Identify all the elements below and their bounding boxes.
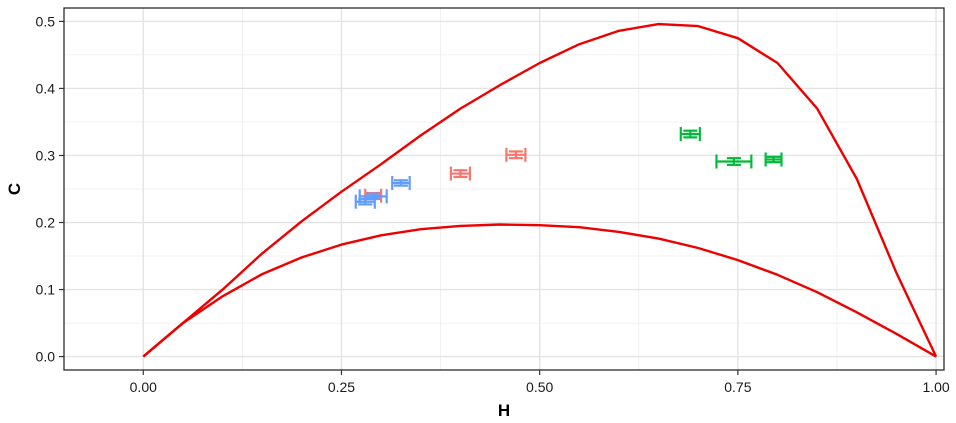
complexity-bounds xyxy=(142,22,938,358)
data-point xyxy=(715,154,753,169)
x-tick-label: 0.75 xyxy=(724,379,751,395)
y-tick-label: 0.1 xyxy=(36,282,56,298)
grid-minor xyxy=(64,8,944,370)
data-point xyxy=(391,175,411,190)
axis-ticks: 0.00 0.25 0.50 0.75 1.00 0.0 0.1 0.2 0.3 0.4 0.5 xyxy=(36,13,950,395)
data-point xyxy=(358,189,388,204)
y-tick-label: 0.5 xyxy=(36,13,56,29)
upper-bound-curve xyxy=(142,22,938,358)
y-tick-label: 0.2 xyxy=(36,215,56,231)
x-axis-title: H xyxy=(498,401,510,420)
grid-major xyxy=(64,8,944,370)
data-point xyxy=(764,152,783,167)
x-tick-label: 0.25 xyxy=(328,379,355,395)
data-point xyxy=(505,147,527,162)
data-points xyxy=(354,127,783,209)
panel-border xyxy=(63,7,945,371)
y-tick-label: 0.0 xyxy=(36,349,56,365)
x-tick-label: 1.00 xyxy=(922,379,949,395)
lower-bound-curve xyxy=(142,223,937,358)
y-tick-label: 0.4 xyxy=(36,80,56,96)
x-tick-label: 0.00 xyxy=(130,379,157,395)
y-axis-title: C xyxy=(5,183,24,195)
x-tick-label: 0.50 xyxy=(526,379,553,395)
y-tick-label: 0.3 xyxy=(36,147,56,163)
data-point xyxy=(449,166,472,181)
data-point xyxy=(679,127,701,142)
